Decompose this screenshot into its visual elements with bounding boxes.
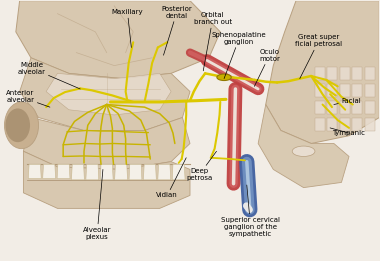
Text: Superior cervical
ganglion of the
sympathetic: Superior cervical ganglion of the sympat… [221, 185, 280, 236]
Polygon shape [365, 67, 375, 80]
Polygon shape [365, 84, 375, 97]
Polygon shape [352, 67, 362, 80]
Text: Orbital
branch out: Orbital branch out [194, 12, 232, 71]
Ellipse shape [5, 102, 38, 149]
Polygon shape [315, 101, 325, 114]
Polygon shape [16, 1, 220, 79]
Text: Maxillary: Maxillary [112, 9, 143, 48]
Polygon shape [258, 105, 349, 188]
Ellipse shape [217, 74, 231, 81]
Ellipse shape [5, 108, 30, 142]
Text: Oculo
motor: Oculo motor [254, 49, 280, 86]
Text: Vidian: Vidian [157, 158, 186, 198]
Polygon shape [71, 164, 84, 180]
Text: Alveolar
plexus: Alveolar plexus [83, 169, 111, 240]
Polygon shape [266, 1, 379, 144]
Polygon shape [129, 164, 142, 180]
Polygon shape [340, 84, 350, 97]
Polygon shape [352, 101, 362, 114]
Polygon shape [24, 117, 190, 169]
Polygon shape [28, 164, 41, 179]
Polygon shape [340, 67, 350, 80]
Polygon shape [352, 84, 362, 97]
Text: Deep
petrosa: Deep petrosa [186, 151, 217, 181]
Polygon shape [86, 164, 99, 180]
Polygon shape [143, 164, 156, 180]
Polygon shape [315, 117, 325, 130]
Polygon shape [172, 164, 185, 180]
Polygon shape [43, 164, 55, 179]
Polygon shape [365, 101, 375, 114]
Text: Facial: Facial [334, 98, 361, 105]
Polygon shape [315, 67, 325, 80]
Polygon shape [46, 73, 171, 115]
Polygon shape [315, 84, 325, 97]
Polygon shape [24, 151, 190, 208]
Polygon shape [57, 164, 70, 179]
Polygon shape [100, 164, 113, 180]
Text: Sphenopalatine
ganglion: Sphenopalatine ganglion [212, 32, 266, 79]
Text: Posterior
dental: Posterior dental [162, 6, 192, 55]
Polygon shape [352, 117, 362, 130]
Text: Middle
alveolar: Middle alveolar [18, 62, 80, 89]
Polygon shape [115, 164, 128, 180]
Polygon shape [328, 67, 337, 80]
Polygon shape [340, 117, 350, 130]
Text: Great super
ficial petrosal: Great super ficial petrosal [295, 34, 342, 79]
Text: Anterior
alveolar: Anterior alveolar [6, 90, 50, 107]
Polygon shape [20, 58, 190, 130]
Polygon shape [365, 117, 375, 130]
Text: Tympanic: Tympanic [330, 128, 366, 136]
Ellipse shape [292, 146, 315, 156]
Polygon shape [158, 164, 171, 180]
Polygon shape [328, 117, 337, 130]
Polygon shape [340, 101, 350, 114]
Polygon shape [328, 84, 337, 97]
Polygon shape [328, 101, 337, 114]
